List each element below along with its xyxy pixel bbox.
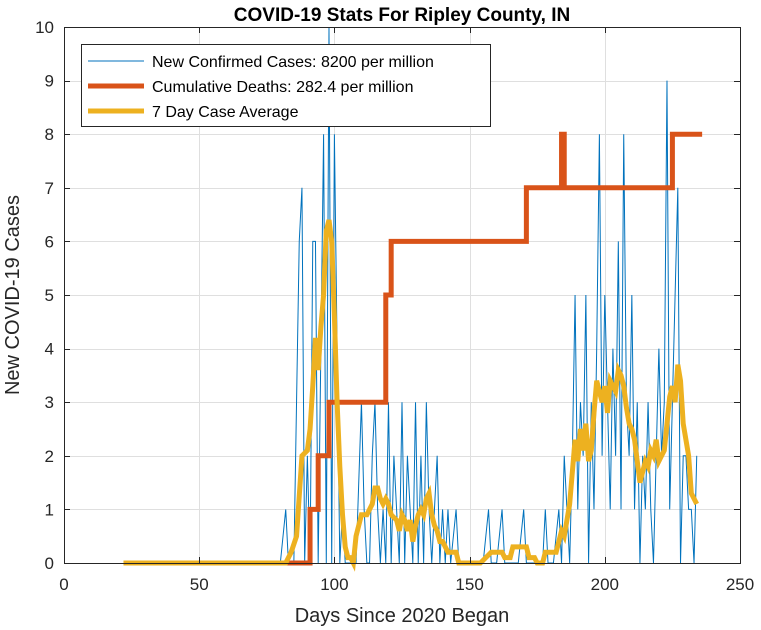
x-axis-label: Days Since 2020 Began <box>295 605 510 627</box>
x-tick-label: 100 <box>320 575 348 594</box>
x-tick-label: 0 <box>59 575 68 594</box>
y-tick-label: 3 <box>45 393 54 412</box>
series-line-3 <box>123 219 699 572</box>
legend-entry-1: New Confirmed Cases: 8200 per million <box>152 54 434 71</box>
x-tick-label: 50 <box>190 575 209 594</box>
y-tick-label: 4 <box>45 340 54 359</box>
y-tick-label: 8 <box>45 125 54 144</box>
y-axis-label: New COVID-19 Cases <box>2 195 24 395</box>
y-tick-label: 2 <box>45 447 54 466</box>
series-line-2 <box>285 131 703 566</box>
y-tick-label: 6 <box>45 232 54 251</box>
x-tick-label: 150 <box>455 575 483 594</box>
chart-title: COVID-19 Stats For Ripley County, IN <box>234 5 570 26</box>
legend-entry-2: Cumulative Deaths: 282.4 per million <box>152 79 413 96</box>
x-tick-label: 200 <box>591 575 619 594</box>
legend-entry-3: 7 Day Case Average <box>152 104 299 121</box>
x-tick-label: 250 <box>726 575 754 594</box>
y-tick-label: 10 <box>35 18 54 37</box>
legend-box <box>81 44 491 127</box>
plot-series <box>123 26 703 572</box>
y-tick-label: 7 <box>45 179 54 198</box>
y-tick-label: 0 <box>45 554 54 573</box>
y-tick-label: 1 <box>45 500 54 519</box>
legend: New Confirmed Cases: 8200 per million Cum… <box>81 44 491 127</box>
y-tick-label: 5 <box>45 286 54 305</box>
axis-ticks: 0 50 100 150 200 250 0 1 2 3 4 5 6 7 8 9 10 <box>35 18 754 594</box>
y-tick-label: 9 <box>45 72 54 91</box>
